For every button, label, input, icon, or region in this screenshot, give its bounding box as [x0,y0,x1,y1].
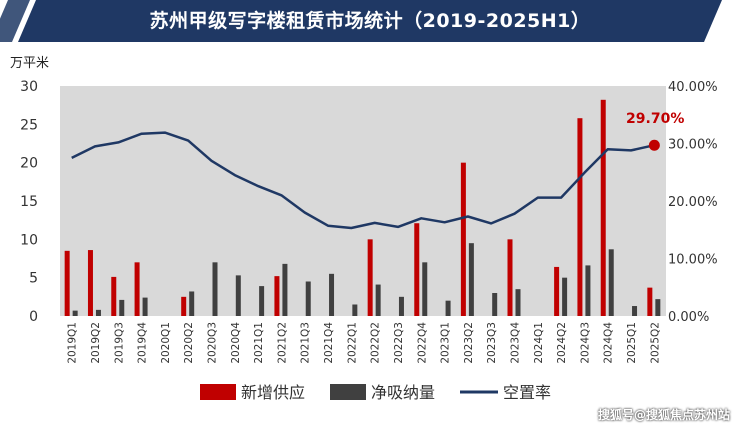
y2-tick-label: 20.00% [668,195,718,210]
bar-net-absorption [329,273,335,316]
bar-new-supply [507,239,513,316]
legend-swatch-new-supply [200,384,236,400]
bar-net-absorption [468,243,474,316]
bar-new-supply [647,287,653,316]
bar-net-absorption [212,262,218,316]
x-tick-label: 2025Q1 [626,322,638,364]
bar-new-supply [111,276,117,316]
y2-tick-label: 10.00% [668,253,718,268]
y-tick-label: 30 [20,79,38,95]
y-tick-label: 0 [29,309,38,325]
plot-area [60,86,666,316]
legend-label-net-absorption: 净吸纳量 [371,383,435,402]
bar-net-absorption [95,309,101,316]
x-tick-label: 2021Q4 [323,322,335,364]
bar-net-absorption [445,300,451,316]
bar-new-supply [600,99,606,316]
x-tick-label: 2019Q4 [137,322,149,364]
legend-label-vacancy-rate: 空置率 [503,383,551,402]
x-tick-label: 2025Q2 [649,322,661,364]
y2-tick-label: 0.00% [668,310,709,325]
x-tick-label: 2024Q3 [579,322,591,364]
x-tick-label: 2022Q1 [346,322,358,364]
bar-net-absorption [562,277,568,316]
bar-net-absorption [119,299,125,316]
y-tick-label: 5 [29,271,38,287]
legend-label-new-supply: 新增供应 [241,383,305,402]
x-tick-label: 2020Q3 [207,322,219,364]
bar-new-supply [181,296,187,316]
x-tick-label: 2019Q2 [90,322,102,364]
chart-title: 苏州甲级写字楼租赁市场统计（2019-2025H1） [149,10,591,32]
x-tick-label: 2023Q3 [486,322,498,364]
bar-new-supply [554,266,560,316]
title-banner: 苏州甲级写字楼租赁市场统计（2019-2025H1） [0,0,740,44]
bar-net-absorption [632,306,638,316]
bar-net-absorption [142,297,148,316]
bar-net-absorption [282,263,288,316]
bar-new-supply [87,250,93,316]
x-tick-label: 2023Q4 [510,322,522,364]
y-tick-label: 10 [20,232,38,248]
x-tick-label: 2021Q1 [253,322,265,364]
bar-net-absorption [398,296,404,316]
x-tick-label: 2020Q4 [230,322,242,364]
banner-background [0,0,740,42]
bar-new-supply [367,239,373,316]
bar-net-absorption [655,299,661,316]
bar-net-absorption [585,265,591,316]
bar-new-supply [274,276,280,316]
x-tick-label: 2022Q2 [370,322,382,364]
vacancy-rate-label: 29.70% [626,111,684,127]
y2-tick-label: 40.00% [668,80,718,95]
y-tick-label: 20 [20,156,38,172]
x-tick-label: 2023Q2 [463,322,475,364]
y2-tick-label: 30.00% [668,138,718,153]
bar-net-absorption [422,262,428,316]
bar-new-supply [460,162,466,316]
x-tick-label: 2021Q2 [276,322,288,364]
bar-net-absorption [259,286,265,316]
bar-new-supply [64,250,70,316]
y-tick-label: 25 [20,117,38,133]
x-tick-label: 2022Q3 [393,322,405,364]
x-tick-label: 2023Q1 [440,322,452,364]
y-tick-label: 15 [20,194,38,210]
x-tick-label: 2020Q2 [183,322,195,364]
x-tick-label: 2019Q3 [113,322,125,364]
x-tick-label: 2019Q1 [67,322,79,364]
bar-net-absorption [608,249,614,316]
bar-net-absorption [375,284,381,316]
y-axis-unit: 万平米 [10,56,50,71]
x-tick-label: 2020Q1 [160,322,172,364]
bar-net-absorption [72,310,78,316]
x-tick-label: 2024Q4 [603,322,615,364]
vacancy-rate-line [71,131,655,230]
x-tick-label: 2024Q1 [533,322,545,364]
bar-net-absorption [189,291,195,316]
bar-new-supply [134,262,140,316]
bar-new-supply [414,223,420,316]
bar-net-absorption [235,275,241,316]
bar-net-absorption [492,293,498,316]
x-tick-label: 2022Q4 [416,322,428,364]
x-tick-label: 2024Q2 [556,322,568,364]
bar-net-absorption [305,281,311,316]
vacancy-rate-marker [648,139,660,151]
watermark: 搜狐号@搜狐焦点苏州站 [597,408,730,422]
bar-net-absorption [352,304,358,316]
legend-swatch-net-absorption [330,384,366,400]
bar-new-supply [577,118,583,316]
x-tick-label: 2021Q3 [300,322,312,364]
bar-net-absorption [515,289,521,316]
